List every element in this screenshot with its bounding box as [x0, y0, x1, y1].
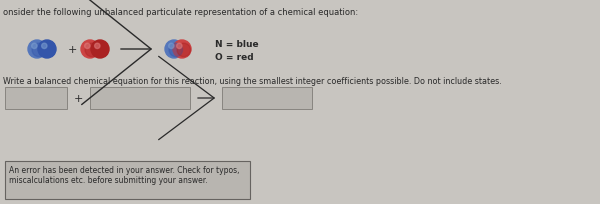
Circle shape: [32, 44, 46, 57]
Text: +: +: [73, 94, 83, 103]
Text: N = blue: N = blue: [215, 40, 259, 49]
Circle shape: [91, 41, 109, 59]
Text: O = red: O = red: [215, 53, 254, 62]
Circle shape: [42, 44, 56, 57]
Circle shape: [173, 41, 191, 59]
FancyBboxPatch shape: [5, 88, 67, 110]
FancyBboxPatch shape: [90, 88, 190, 110]
Circle shape: [85, 44, 90, 49]
Text: +: +: [67, 45, 77, 55]
FancyBboxPatch shape: [5, 161, 250, 199]
FancyBboxPatch shape: [222, 88, 312, 110]
Circle shape: [95, 44, 100, 49]
Circle shape: [176, 44, 182, 49]
Circle shape: [169, 44, 174, 49]
Circle shape: [81, 41, 99, 59]
Circle shape: [85, 44, 98, 57]
Circle shape: [38, 41, 56, 59]
Circle shape: [165, 41, 183, 59]
Circle shape: [95, 44, 109, 57]
Text: onsider the following unbalanced particulate representation of a chemical equati: onsider the following unbalanced particu…: [3, 8, 358, 17]
Circle shape: [28, 41, 46, 59]
Circle shape: [32, 44, 37, 49]
Text: An error has been detected in your answer. Check for typos,
miscalculations etc.: An error has been detected in your answe…: [9, 165, 239, 184]
Circle shape: [177, 44, 191, 57]
Circle shape: [41, 44, 47, 49]
Text: Write a balanced chemical equation for this reaction, using the smallest integer: Write a balanced chemical equation for t…: [3, 77, 502, 86]
Circle shape: [169, 44, 182, 57]
